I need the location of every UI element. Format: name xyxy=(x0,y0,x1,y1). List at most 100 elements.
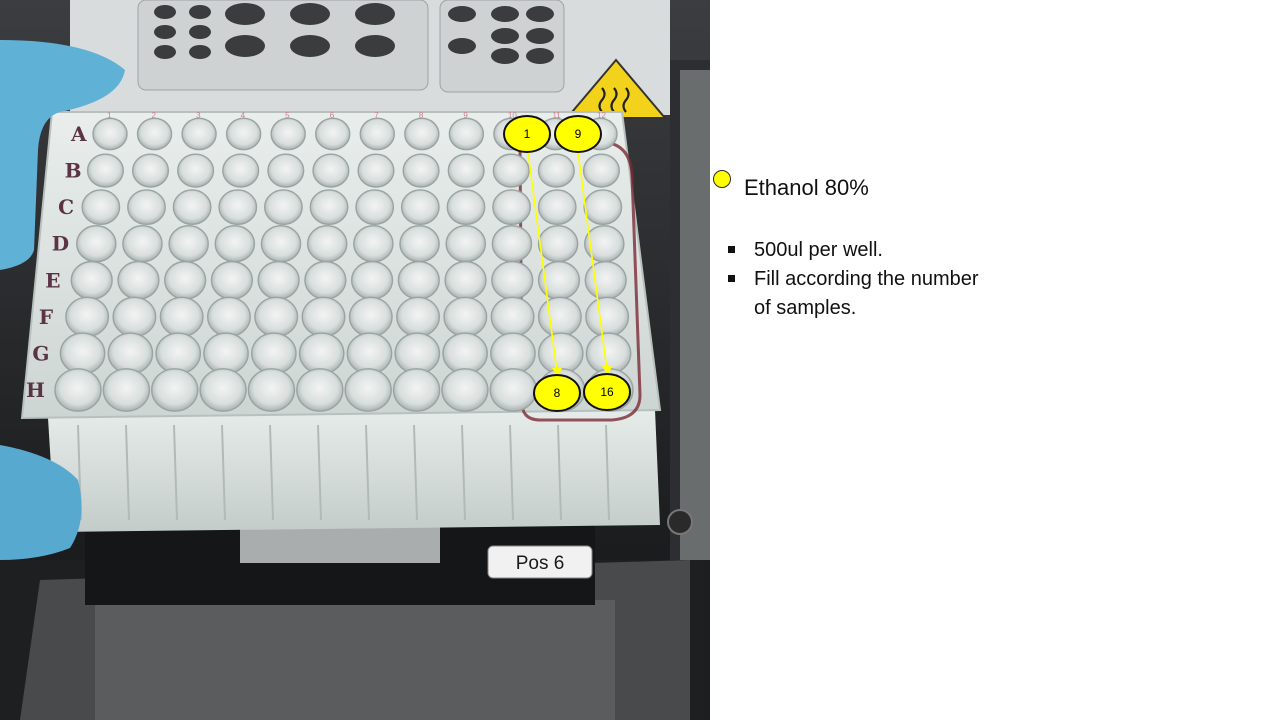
row-letter: D xyxy=(52,232,69,256)
well xyxy=(218,189,258,226)
skirt-rib xyxy=(413,424,418,521)
rack-holes xyxy=(154,3,554,64)
well xyxy=(206,296,251,338)
well xyxy=(315,117,351,151)
column-number: 5 xyxy=(285,111,290,120)
rack-hole xyxy=(448,6,476,22)
well xyxy=(172,189,212,226)
well xyxy=(127,189,166,226)
well xyxy=(136,117,173,151)
rack-hole xyxy=(355,3,395,25)
arrow-col11 xyxy=(527,151,558,373)
well xyxy=(585,296,630,338)
legend-label: Ethanol 80% xyxy=(744,175,869,200)
skirt-rib xyxy=(461,424,466,521)
rack-hole xyxy=(491,28,519,44)
arrowhead-col11 xyxy=(552,368,562,378)
skirt-rib xyxy=(557,424,562,521)
well xyxy=(199,368,247,412)
position-label-text: Pos 6 xyxy=(516,553,565,574)
well xyxy=(312,153,350,188)
well xyxy=(359,117,395,151)
marker-end-col12: 16 xyxy=(583,373,631,411)
rack-hole xyxy=(355,35,395,57)
well xyxy=(396,296,441,338)
instruction-list: 500ul per well. Fill according the numbe… xyxy=(726,236,986,323)
column-number: 1 xyxy=(107,111,112,120)
well xyxy=(394,332,441,375)
well xyxy=(447,153,485,188)
skirt-rib xyxy=(173,424,178,521)
well xyxy=(247,368,296,412)
well xyxy=(309,189,349,226)
well xyxy=(76,225,117,263)
well xyxy=(107,332,154,375)
well xyxy=(65,296,110,338)
well xyxy=(491,225,533,263)
well xyxy=(270,117,306,151)
well xyxy=(117,260,160,300)
row-letter: F xyxy=(39,305,53,329)
marker-end-col12-text: 16 xyxy=(600,385,614,399)
well xyxy=(344,368,392,412)
position-label xyxy=(487,545,593,579)
well xyxy=(491,260,534,300)
column-number: 12 xyxy=(597,111,606,120)
well xyxy=(301,296,346,338)
rack-hole xyxy=(526,28,554,44)
column-number: 7 xyxy=(374,111,379,120)
well xyxy=(54,368,102,412)
marker-start-col12: 9 xyxy=(554,115,602,153)
rack-hole xyxy=(154,25,176,39)
well xyxy=(400,189,440,226)
plate-skirt xyxy=(48,410,660,532)
rack-hole xyxy=(526,6,554,22)
row-letter: B xyxy=(65,159,82,183)
rack-hole xyxy=(448,38,476,54)
column-numbers: 1 2 3 4 5 6 7 8 9 10 11 12 xyxy=(107,111,606,120)
rack-hole xyxy=(290,35,330,57)
well xyxy=(582,153,620,188)
well xyxy=(254,296,299,338)
fill-direction-arrows xyxy=(527,151,612,378)
column-number: 2 xyxy=(152,111,157,120)
well xyxy=(225,117,262,151)
rack-hole xyxy=(491,6,519,22)
well xyxy=(348,296,393,338)
well xyxy=(584,260,627,300)
row-letter: E xyxy=(45,268,60,292)
well xyxy=(112,296,157,338)
well xyxy=(306,225,348,263)
well xyxy=(537,332,584,375)
well xyxy=(489,368,537,412)
well xyxy=(203,332,249,375)
well xyxy=(353,225,394,263)
row-letter: C xyxy=(58,195,74,219)
skirt-rib xyxy=(509,424,514,521)
instruction-item: Fill according the number of samples. xyxy=(726,265,986,323)
top-rack-left xyxy=(137,0,429,91)
well xyxy=(296,368,344,412)
well xyxy=(177,153,215,188)
well xyxy=(392,368,441,412)
column-number: 4 xyxy=(241,111,246,120)
rack-hole xyxy=(526,48,554,64)
well xyxy=(537,189,577,226)
marker-end-col11-text: 8 xyxy=(554,386,561,400)
well xyxy=(446,189,486,226)
well xyxy=(490,332,536,375)
well xyxy=(122,225,163,263)
well xyxy=(70,260,113,300)
column-number: 6 xyxy=(330,111,335,120)
well xyxy=(102,368,151,412)
well xyxy=(59,332,106,375)
rack-hole xyxy=(189,5,211,19)
arrow-col12 xyxy=(577,151,608,371)
well xyxy=(214,225,256,263)
well xyxy=(304,260,347,300)
marker-outline xyxy=(516,140,642,422)
instruction-item: 500ul per well. xyxy=(726,236,986,265)
well xyxy=(448,117,485,151)
skirt-rib xyxy=(269,424,274,521)
